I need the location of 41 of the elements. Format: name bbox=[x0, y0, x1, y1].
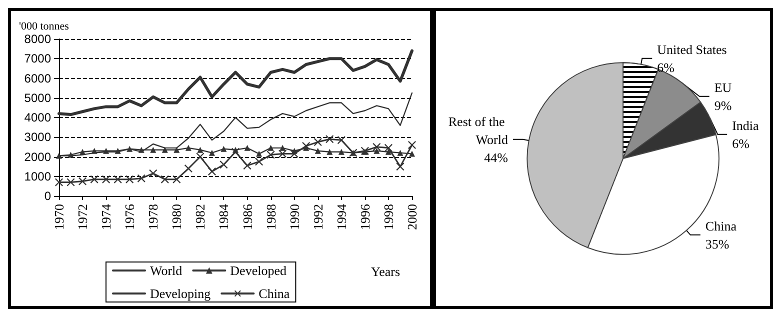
legend-label: Developing bbox=[150, 286, 212, 301]
y-tick-label: 0 bbox=[44, 189, 52, 203]
x-tick-label: 1984 bbox=[216, 204, 232, 230]
y-tick-label: 4000 bbox=[24, 110, 52, 124]
x-tick-label: 1996 bbox=[357, 204, 372, 230]
x-tick-label: 1992 bbox=[310, 204, 326, 230]
data-label: 9% bbox=[714, 98, 732, 113]
y-tick-label: 5000 bbox=[24, 90, 52, 105]
y-tick-label: 8000 bbox=[24, 32, 52, 46]
slice-label: Rest of the World bbox=[448, 114, 508, 147]
x-tick-label: 1998 bbox=[380, 204, 396, 230]
data-label: 35% bbox=[705, 236, 730, 252]
x-tick-label: 1988 bbox=[263, 204, 278, 230]
x-tick-label: 1978 bbox=[146, 204, 161, 230]
x-tick-label: 1976 bbox=[122, 204, 138, 230]
legend-label: China bbox=[258, 286, 290, 301]
data-label: 6% bbox=[657, 60, 675, 75]
x-tick-label: 1982 bbox=[192, 204, 208, 230]
slice-label: United States bbox=[657, 42, 727, 57]
x-axis-title: Years bbox=[370, 264, 400, 279]
x-tick-label: 1972 bbox=[75, 204, 90, 230]
y-tick-label: 7000 bbox=[24, 52, 52, 66]
legend-label: Developed bbox=[230, 263, 287, 278]
x-tick-label: 1994 bbox=[334, 204, 349, 230]
y-tick-label: 6000 bbox=[24, 71, 52, 86]
y-tick-label: 1000 bbox=[24, 169, 52, 184]
y-tick-label: 3000 bbox=[24, 130, 52, 144]
x-tick-label: 1990 bbox=[286, 204, 302, 230]
slice-label: India bbox=[732, 118, 760, 133]
y-tick-label: 2000 bbox=[24, 150, 52, 164]
x-tick-label: 1974 bbox=[98, 204, 114, 230]
slice-label: EU bbox=[714, 80, 732, 95]
x-tick-label: 1980 bbox=[169, 204, 184, 230]
x-tick-label: 1986 bbox=[240, 204, 255, 230]
x-tick-label: 1970 bbox=[52, 204, 66, 230]
slice-label: China bbox=[705, 218, 737, 234]
data-label: 44% bbox=[484, 150, 508, 165]
x-tick-label: 2000 bbox=[404, 204, 420, 230]
legend-label: World bbox=[150, 263, 183, 278]
data-label: 6% bbox=[732, 136, 750, 151]
y-axis-title: '000 tonnes bbox=[19, 20, 69, 32]
